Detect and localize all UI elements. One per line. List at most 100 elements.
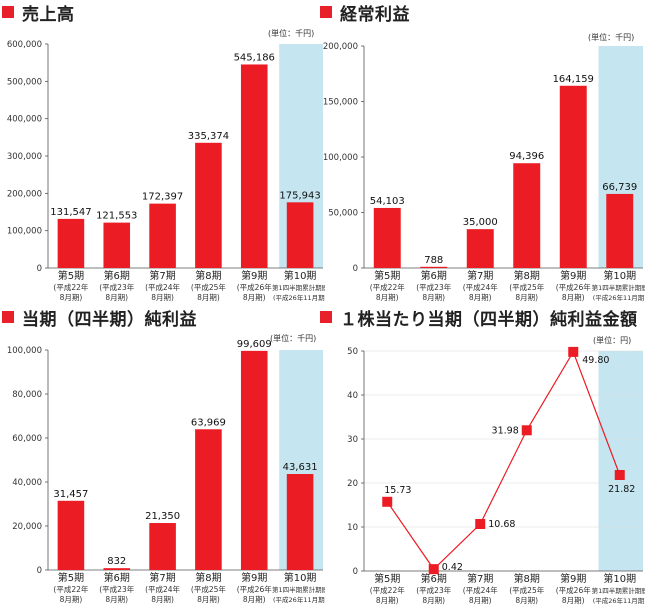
bar: [286, 474, 314, 570]
x-tick-label: 第7期: [467, 269, 493, 282]
bar: [466, 229, 494, 268]
data-point: [521, 425, 532, 436]
chart-panel-net-income: 当期（四半期）純利益 (単位：千円) 0 20,000 40,000 60,000 80…: [0, 305, 325, 610]
y-tick-label: 0: [353, 264, 358, 274]
data-label: 43,631: [283, 462, 318, 473]
x-tick-sublabel: (平成26年11月期): [273, 293, 325, 302]
x-tick-sublabel: (平成23年: [99, 282, 134, 292]
series-line: [386, 350, 621, 571]
x-tick-sublabel: (平成26年11月期): [273, 595, 325, 604]
x-tick-label: 第9期: [560, 572, 586, 585]
x-tick-sublabel: (平成25年: [509, 585, 544, 595]
x-tick-sublabel: 8月期): [243, 293, 266, 302]
x-tick-sublabel: 8月期): [243, 595, 266, 604]
x-tick-label: 第5期: [58, 571, 84, 584]
data-label: 15.73: [384, 485, 411, 496]
title-square-icon: [2, 6, 14, 18]
x-tick-sublabel: (平成22年: [53, 584, 88, 594]
chart-eps: 01020304050第5期(平成22年8月期)第6期(平成23年8月期)第7期…: [347, 346, 645, 605]
chart-panel-ordinary-profit: 経常利益 (単位：千円) 0 50,000 100,000 150,000 200,00…: [318, 0, 645, 305]
y-tick-label: 600,000: [7, 40, 42, 50]
chart-title: 売上高: [22, 4, 75, 25]
bar: [559, 85, 587, 268]
y-tick-label: 100,000: [323, 153, 358, 163]
y-tick-label: 100,000: [7, 227, 42, 237]
data-label: 832: [107, 556, 126, 567]
data-label: 121,553: [96, 211, 137, 222]
bar: [195, 142, 222, 268]
chart-title: 経常利益: [340, 4, 410, 25]
data-point: [568, 346, 579, 357]
x-tick-label: 第9期: [241, 269, 267, 282]
x-tick-label: 第10期: [603, 269, 636, 282]
data-label: 131,547: [50, 207, 91, 218]
x-tick-label: 第5期: [374, 572, 400, 585]
data-label: 94,396: [509, 151, 544, 162]
y-tick-label: 400,000: [7, 115, 42, 125]
data-label: 63,969: [191, 417, 226, 428]
x-tick-label: 第7期: [149, 269, 175, 282]
bar: [103, 568, 131, 570]
data-point: [428, 564, 439, 575]
chart-ordinary-profit: 050,000100,000150,000200,000第5期(平成22年8月期…: [323, 42, 645, 302]
bar: [103, 222, 131, 268]
y-tick-label: 40: [347, 391, 358, 401]
x-tick-sublabel: 第1四半期累計期間: [272, 585, 325, 594]
x-tick-label: 第10期: [284, 571, 317, 584]
x-tick-sublabel: 8月期): [151, 595, 174, 604]
x-tick-sublabel: (平成24年: [463, 585, 498, 595]
unit-label: (単位：千円): [268, 29, 315, 38]
y-tick-label: 150,000: [323, 98, 358, 108]
chart-title: １株当たり当期（四半期）純利益金額: [340, 309, 638, 330]
x-tick-sublabel: 8月期): [515, 293, 538, 302]
chart-title-row: 当期（四半期）純利益: [0, 305, 197, 330]
data-label: 49.80: [582, 355, 609, 366]
x-tick-sublabel: (平成26年11月期): [593, 293, 645, 302]
data-label: 10.68: [488, 519, 515, 530]
data-label: 545,186: [234, 52, 275, 63]
x-tick-sublabel: 第1四半期累計期間: [592, 283, 645, 292]
x-tick-sublabel: 第1四半期累計期間: [592, 586, 645, 595]
x-tick-sublabel: 8月期): [376, 596, 399, 605]
x-tick-sublabel: 8月期): [197, 293, 220, 302]
x-tick-sublabel: 8月期): [197, 595, 220, 604]
x-tick-label: 第6期: [421, 572, 447, 585]
x-tick-label: 第6期: [104, 571, 130, 584]
title-square-icon: [320, 311, 332, 323]
bar: [513, 163, 541, 268]
x-tick-label: 第9期: [560, 269, 586, 282]
x-tick-label: 第5期: [58, 269, 84, 282]
data-label: 335,374: [188, 131, 229, 142]
chart-panel-sales: 売上高 (単位：千円) 0 100,000 200,000 300,000 400,00…: [0, 0, 325, 305]
x-tick-sublabel: (平成26年: [237, 282, 272, 292]
x-tick-sublabel: (平成22年: [370, 282, 405, 292]
y-tick-label: 30: [347, 435, 358, 445]
x-tick-label: 第6期: [421, 269, 447, 282]
data-label: 66,739: [602, 182, 637, 193]
x-tick-sublabel: 8月期): [60, 595, 83, 604]
x-tick-label: 第9期: [241, 571, 267, 584]
x-tick-label: 第8期: [514, 572, 540, 585]
x-tick-label: 第6期: [104, 269, 130, 282]
y-tick-label: 300,000: [7, 152, 42, 162]
data-label: 175,943: [279, 190, 320, 201]
y-tick-label: 500,000: [7, 77, 42, 87]
data-label: 35,000: [463, 217, 498, 228]
y-tick-label: 50,000: [328, 209, 358, 219]
x-tick-label: 第10期: [603, 572, 636, 585]
bar: [195, 429, 222, 570]
x-tick-sublabel: 第1四半期累計期間: [272, 283, 325, 292]
x-tick-label: 第8期: [514, 269, 540, 282]
data-point: [382, 496, 393, 507]
data-label: 788: [424, 255, 443, 266]
x-tick-sublabel: (平成25年: [191, 282, 226, 292]
chart-title-row: １株当たり当期（四半期）純利益金額: [318, 305, 638, 330]
y-tick-label: 0: [37, 264, 42, 274]
x-tick-sublabel: (平成26年: [556, 585, 591, 595]
x-tick-sublabel: 8月期): [151, 293, 174, 302]
y-tick-label: 200,000: [323, 42, 358, 52]
x-tick-label: 第8期: [195, 571, 221, 584]
x-tick-sublabel: (平成26年11月期): [593, 596, 645, 605]
data-label: 31.98: [492, 425, 519, 436]
bar: [57, 218, 85, 268]
